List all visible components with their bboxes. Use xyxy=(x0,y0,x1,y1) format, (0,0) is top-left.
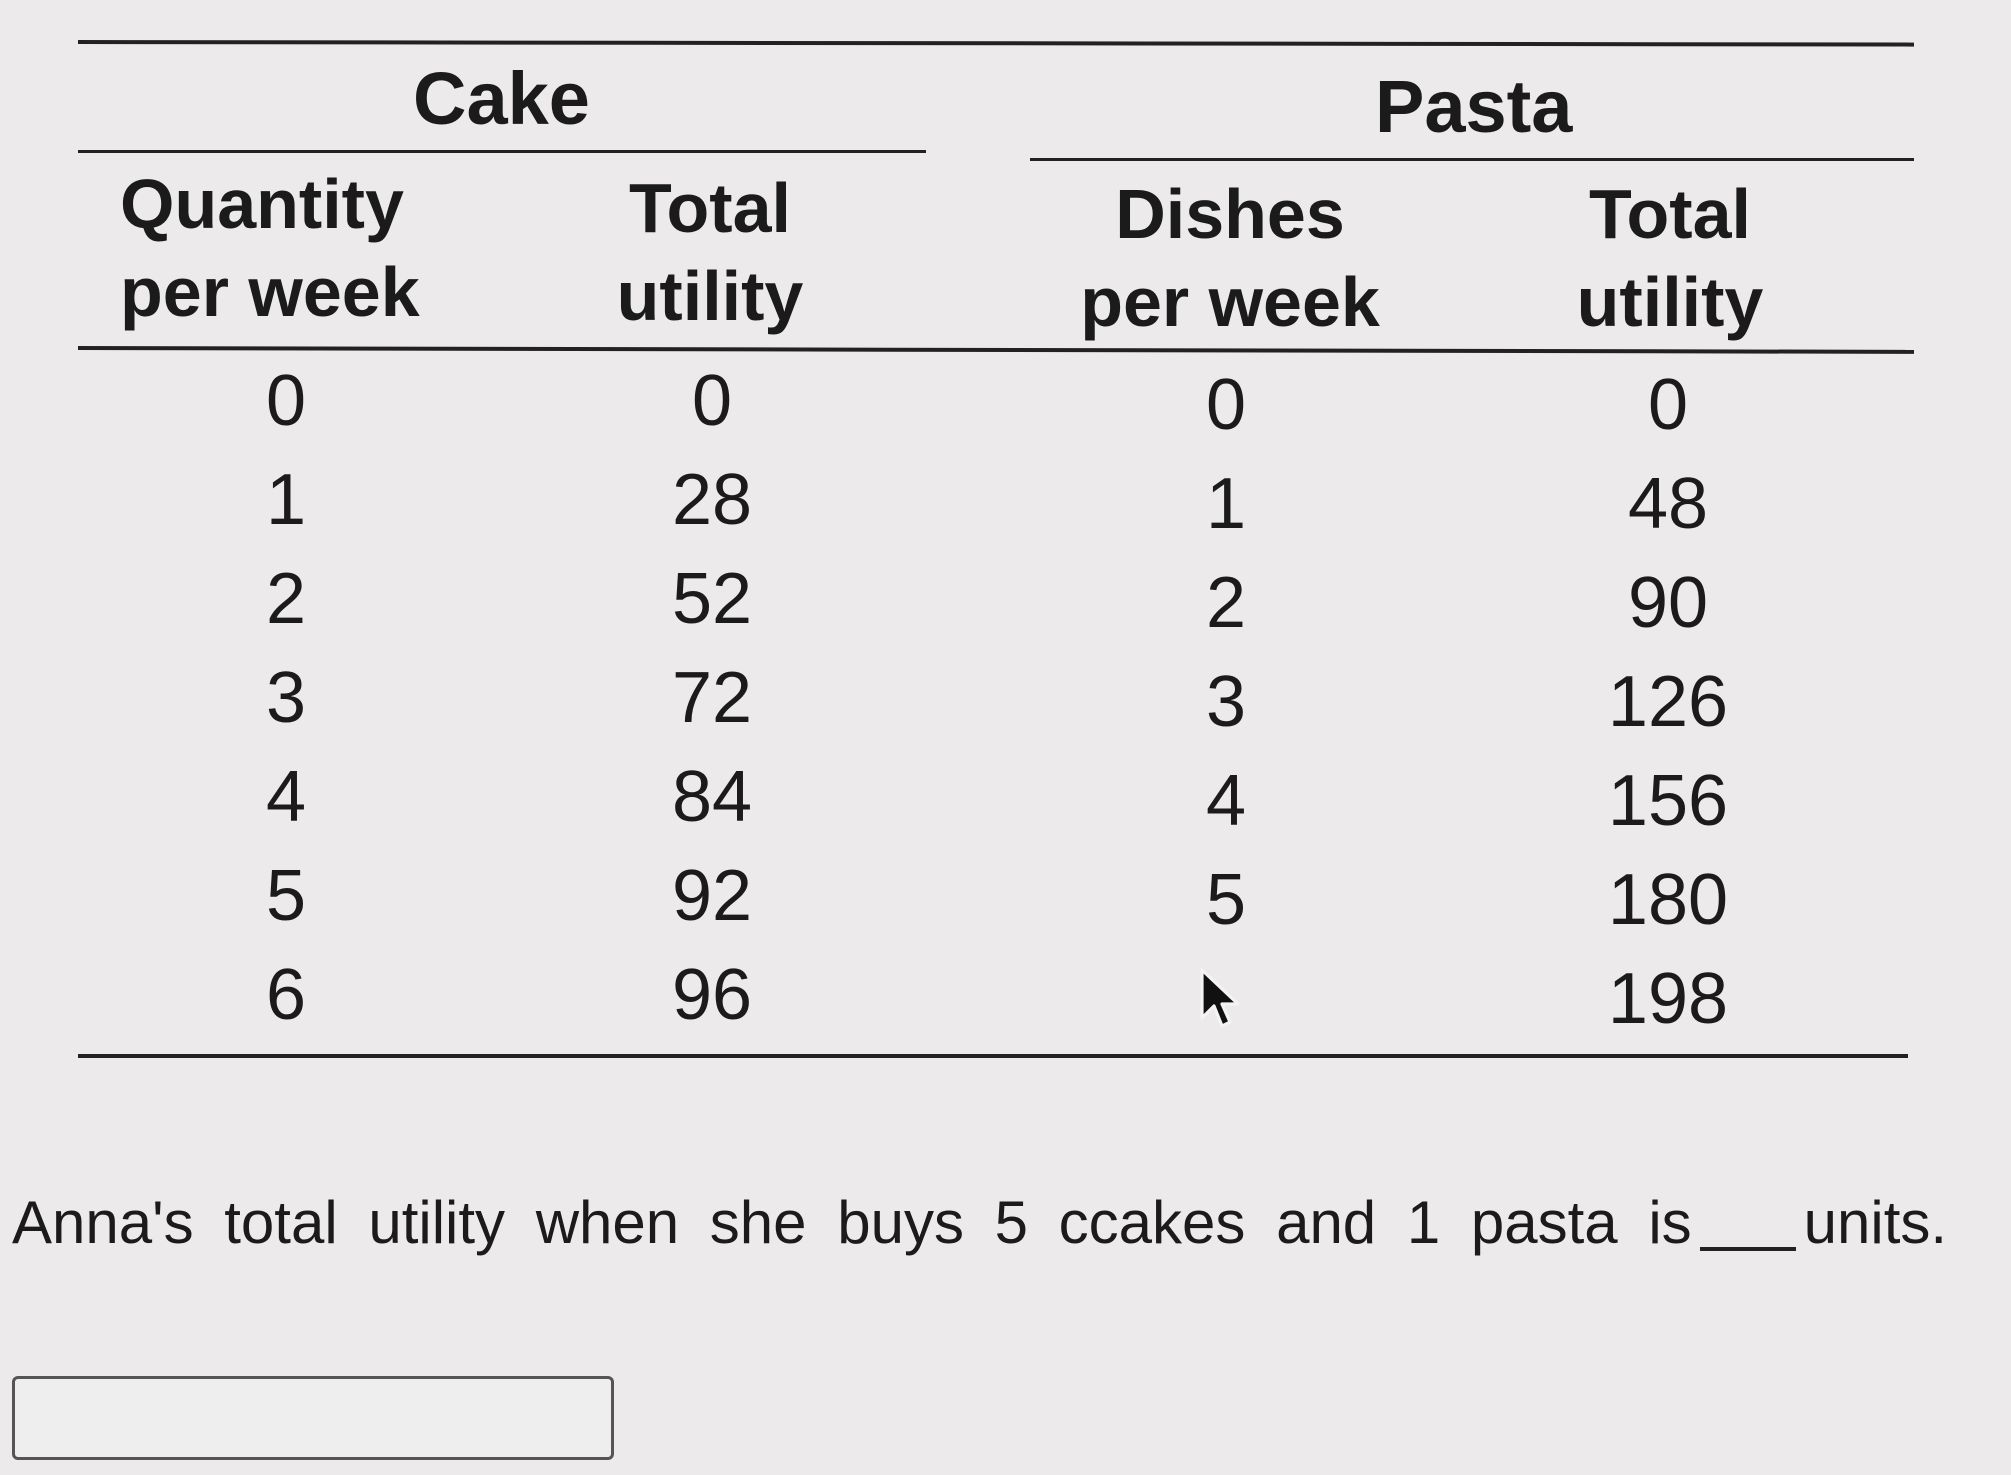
answer-blank xyxy=(1699,1247,1796,1251)
table-cell: 4 xyxy=(1205,761,1247,841)
pasta-utility-header-line1: Total xyxy=(1588,175,1751,253)
pasta-dishes-header-line1: Dishes xyxy=(1115,175,1345,253)
pasta-group-title: Pasta xyxy=(1375,65,1573,148)
pasta-utility-column: 0 48 90 126 156 180 198 xyxy=(1538,356,1798,1049)
table-cell: 52 xyxy=(671,559,753,639)
table-cell: 92 xyxy=(671,856,753,936)
table-cell: 5 xyxy=(1205,860,1247,940)
cake-utility-header-line2: utility xyxy=(616,257,804,335)
table-cell: 3 xyxy=(265,658,307,738)
table-cell: 72 xyxy=(671,658,753,738)
cake-quantity-header-line1: Quantity xyxy=(120,165,404,243)
cake-quantity-header: Quantity per week xyxy=(120,160,440,336)
table-cell: 2 xyxy=(265,559,307,639)
pasta-dishes-header-line2: per week xyxy=(1080,263,1380,341)
cake-quantity-column: 0 1 2 3 4 5 6 xyxy=(156,352,416,1045)
pasta-dishes-column: 0 1 2 3 4 5 xyxy=(1096,356,1356,1049)
table-cell: 0 xyxy=(1205,365,1247,445)
table-cell: 6 xyxy=(265,955,307,1035)
table-bottom-rule xyxy=(78,1054,1908,1058)
table-cell: 156 xyxy=(1607,761,1729,841)
table-cell: 4 xyxy=(265,757,307,837)
cake-utility-header-line1: Total xyxy=(628,169,791,247)
cake-utility-header: Total utility xyxy=(580,164,840,340)
pasta-utility-header-line2: utility xyxy=(1576,263,1764,341)
pasta-dishes-header: Dishes per week xyxy=(1060,170,1400,346)
table-cell: 96 xyxy=(671,955,753,1035)
question-text-after: units. xyxy=(1803,1189,1948,1256)
table-cell: 1 xyxy=(1205,464,1247,544)
pasta-utility-header: Total utility xyxy=(1540,170,1800,346)
table-cell: 48 xyxy=(1627,464,1709,544)
pasta-group-rule xyxy=(1030,158,1914,161)
question-text-before: Anna's total utility when she buys 5 cca… xyxy=(12,1189,1692,1256)
table-cell: 28 xyxy=(671,460,753,540)
table-cell: 0 xyxy=(691,361,733,441)
table-cell: 1 xyxy=(265,460,307,540)
table-cell: 198 xyxy=(1607,959,1729,1039)
table-cell: 90 xyxy=(1627,563,1709,643)
table-cell: 126 xyxy=(1607,662,1729,742)
table-cell: 84 xyxy=(671,757,753,837)
table-cell: 5 xyxy=(265,856,307,936)
cake-quantity-header-line2: per week xyxy=(120,253,420,331)
table-cell: 180 xyxy=(1607,860,1729,940)
table-cell: 0 xyxy=(1647,365,1689,445)
table-top-rule xyxy=(77,40,1915,47)
mouse-pointer-icon xyxy=(1200,968,1240,1028)
question-text: Anna's total utility when she buys 5 cca… xyxy=(12,1188,1947,1258)
cake-group-title: Cake xyxy=(413,57,590,140)
cake-utility-column: 0 28 52 72 84 92 96 xyxy=(582,352,842,1045)
table-cell: 0 xyxy=(265,361,307,441)
table-cell: 2 xyxy=(1205,563,1247,643)
cake-group-rule xyxy=(78,150,926,153)
table-cell: 3 xyxy=(1205,662,1247,742)
answer-input[interactable] xyxy=(12,1376,614,1460)
